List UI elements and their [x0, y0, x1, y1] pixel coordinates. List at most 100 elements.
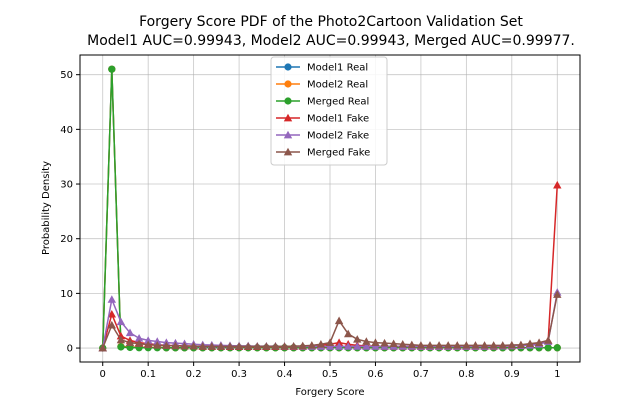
x-tick-label: 0.7	[413, 369, 429, 380]
data-point	[553, 344, 561, 352]
data-point	[243, 342, 253, 350]
data-point	[525, 339, 535, 348]
data-point	[343, 329, 353, 338]
data-point	[316, 340, 326, 348]
data-point	[453, 341, 462, 349]
legend-label: Model1 Fake	[307, 114, 369, 125]
data-point	[180, 341, 189, 350]
data-point	[298, 341, 307, 350]
data-point	[143, 340, 153, 349]
data-point	[553, 180, 562, 189]
data-point	[153, 341, 162, 349]
legend-marker	[283, 130, 293, 139]
data-point	[289, 341, 298, 350]
y-tick-label: 50	[60, 70, 73, 81]
y-tick-label: 20	[60, 234, 73, 245]
data-point	[543, 336, 553, 344]
legend-marker	[284, 80, 292, 88]
data-point	[108, 65, 116, 73]
data-point	[107, 309, 117, 318]
y-tick-label: 10	[60, 289, 73, 300]
data-point	[480, 341, 489, 349]
data-point	[216, 342, 226, 350]
x-tick-label: 0.8	[458, 369, 474, 380]
data-point	[271, 342, 280, 350]
data-point	[225, 342, 235, 350]
data-point	[371, 338, 380, 346]
data-point	[198, 342, 207, 350]
data-point	[134, 339, 144, 348]
legend-label: Model2 Fake	[307, 131, 369, 142]
data-point	[398, 340, 407, 348]
data-point	[353, 342, 362, 350]
data-point	[107, 320, 117, 329]
data-point	[389, 339, 398, 348]
data-point	[353, 335, 362, 343]
legend-label: Merged Real	[307, 97, 369, 108]
data-point	[116, 317, 126, 326]
legend-label: Model1 Real	[307, 63, 368, 74]
legend: Model1 Real Model2 Real Merged Real Model1 …	[270, 56, 388, 166]
x-tick-label: 1	[554, 369, 560, 380]
data-point	[162, 341, 171, 349]
legend-marker	[284, 97, 292, 105]
data-point	[189, 341, 198, 350]
data-point	[253, 342, 262, 350]
data-point	[489, 341, 498, 349]
data-point	[471, 341, 480, 349]
data-point	[143, 336, 153, 344]
data-point	[125, 338, 135, 346]
y-tick-label: 30	[60, 180, 73, 191]
x-tick-label: 0.4	[277, 369, 293, 380]
data-point	[434, 341, 444, 349]
data-point	[407, 340, 417, 349]
data-point	[117, 343, 125, 351]
x-tick-label: 0.9	[504, 369, 520, 380]
chart-title-line1: Forgery Score PDF of the Photo2Cartoon V…	[139, 14, 523, 30]
data-point	[462, 341, 471, 349]
data-point	[153, 337, 162, 345]
y-tick-label: 40	[60, 125, 73, 136]
data-point	[516, 340, 526, 349]
data-point	[416, 341, 426, 349]
series-merged-fake	[98, 290, 562, 352]
data-point	[116, 335, 126, 344]
data-point	[125, 328, 135, 337]
data-point	[443, 341, 453, 349]
data-point	[107, 295, 117, 303]
x-axis-label: Forgery Score	[295, 387, 364, 398]
legend-label: Merged Fake	[307, 148, 370, 159]
x-tick-label: 0.2	[186, 369, 202, 380]
y-tick-label: 0	[67, 344, 73, 355]
data-point	[98, 343, 107, 352]
data-point	[425, 341, 435, 349]
x-tick-label: 0.6	[368, 369, 384, 380]
data-point	[534, 338, 544, 346]
data-point	[280, 342, 289, 350]
data-point	[334, 342, 344, 350]
x-axis-ticks: 0 0.1 0.2 0.3 0.4 0.5 0.6 0.7 0.8 0.9 1	[100, 362, 560, 380]
x-tick-label: 0.5	[322, 369, 338, 380]
data-point	[334, 316, 344, 325]
data-point	[262, 342, 271, 350]
data-point	[307, 341, 317, 349]
data-point	[334, 338, 344, 346]
x-tick-label: 0.3	[231, 369, 247, 380]
data-point	[134, 334, 144, 342]
data-point	[507, 340, 517, 349]
legend-marker	[283, 147, 293, 156]
data-point	[234, 342, 244, 350]
data-point	[362, 342, 371, 350]
data-point	[171, 341, 180, 350]
legend-marker	[284, 63, 292, 71]
data-point	[498, 341, 507, 349]
data-point	[371, 342, 380, 350]
data-point	[544, 344, 552, 352]
x-tick-label: 0	[100, 369, 106, 380]
legend-marker	[283, 113, 293, 122]
data-point	[343, 342, 353, 350]
data-point	[325, 338, 335, 346]
chart-title-line2: Model1 AUC=0.99943, Model2 AUC=0.99943, …	[87, 33, 575, 49]
x-tick-label: 0.1	[140, 369, 156, 380]
